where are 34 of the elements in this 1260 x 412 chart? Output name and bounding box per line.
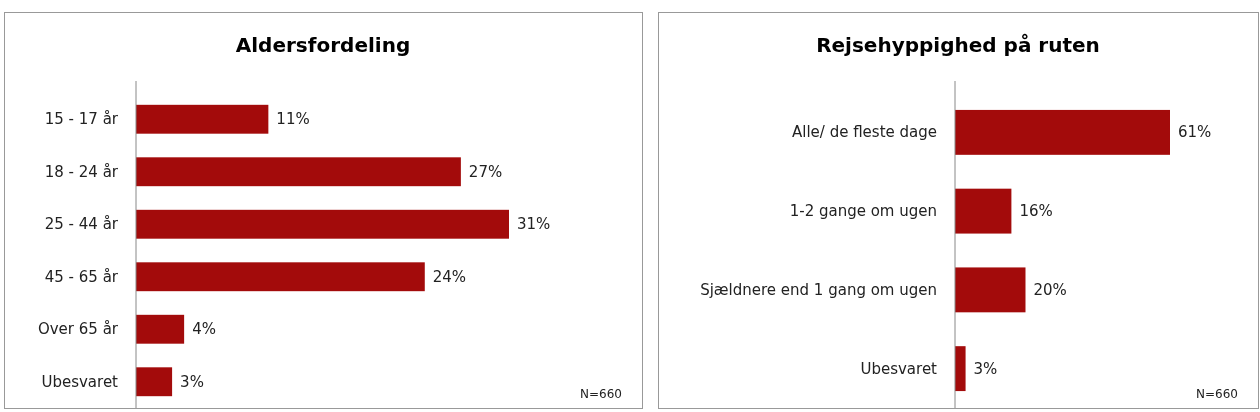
bar — [955, 109, 1170, 155]
y-tick-label: Ubesvaret — [41, 372, 119, 391]
bar — [136, 367, 173, 397]
y-tick-label: 25 - 44 år — [44, 215, 119, 234]
y-tick-label: 15 - 17 år — [44, 110, 119, 129]
data-label: 31% — [517, 215, 551, 234]
data-label: 3% — [180, 372, 204, 391]
bar — [955, 267, 1026, 313]
y-tick-label: Sjældnere end 1 gang om ugen — [700, 280, 937, 299]
text: N=660 — [580, 387, 622, 401]
y-tick-label: 18 - 24 år — [44, 162, 119, 181]
bar — [136, 104, 269, 134]
data-label: 11% — [276, 110, 310, 129]
chart-title: Aldersfordeling — [235, 33, 411, 57]
data-label: 20% — [1033, 280, 1067, 299]
data-label: 61% — [1178, 123, 1212, 142]
data-label: 27% — [468, 162, 503, 181]
data-label: 24% — [432, 267, 467, 286]
y-tick-label: Alle/ de fleste dage — [792, 123, 937, 142]
y-tick-label: 1-2 gange om ugen — [789, 202, 937, 221]
y-tick-label: Over 65 år — [37, 320, 119, 339]
bar — [955, 188, 1012, 234]
bar — [136, 262, 425, 292]
text: N=660 — [1196, 387, 1238, 401]
data-label: 3% — [973, 359, 998, 378]
y-tick-label: Ubesvaret — [860, 359, 938, 378]
y-tick-label: 45 - 65 år — [44, 267, 119, 286]
bar — [136, 314, 185, 344]
chart-title: Rejsehyppighed på ruten — [816, 33, 1100, 57]
data-label: 16% — [1019, 202, 1053, 221]
data-label: 4% — [192, 320, 216, 339]
bar — [136, 209, 509, 239]
bar — [955, 346, 966, 392]
bar — [136, 157, 461, 187]
